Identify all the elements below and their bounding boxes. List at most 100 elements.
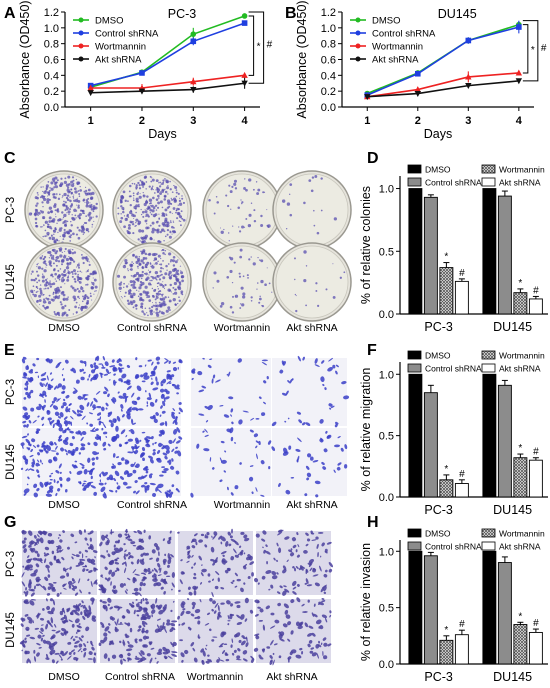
colony xyxy=(67,186,70,189)
colony xyxy=(131,210,133,213)
colony xyxy=(67,270,69,272)
plate-well xyxy=(275,173,349,247)
colony xyxy=(75,178,77,181)
stained-cell xyxy=(108,489,114,493)
bar-control-shrna xyxy=(423,555,438,665)
legend-label-wortmannin: Wortmannin xyxy=(499,165,545,175)
stained-cell xyxy=(193,562,196,566)
stained-cell xyxy=(49,403,54,408)
stained-cell xyxy=(54,623,57,628)
colony xyxy=(233,182,237,186)
series-line-akt-shrna xyxy=(367,80,519,98)
stained-cell xyxy=(171,458,174,462)
stained-cell xyxy=(278,529,284,533)
stained-cell xyxy=(37,375,40,379)
stained-cell xyxy=(30,448,33,453)
stained-cell xyxy=(24,637,27,641)
colony xyxy=(50,181,54,185)
colony xyxy=(85,200,90,205)
stained-cell xyxy=(311,612,315,617)
row-label-pc3: PC-3 xyxy=(5,551,17,577)
stained-cell xyxy=(149,458,154,464)
stained-cell xyxy=(306,584,313,587)
stained-cell xyxy=(267,440,272,445)
plate-well xyxy=(275,245,349,319)
stained-cell xyxy=(37,634,42,639)
stained-cell xyxy=(116,456,120,459)
stained-cell xyxy=(84,549,89,553)
colony xyxy=(155,303,157,305)
stained-cell xyxy=(91,427,96,432)
colony xyxy=(178,220,181,222)
stained-cell xyxy=(306,472,312,478)
stained-cell xyxy=(55,492,58,497)
colony xyxy=(145,266,148,269)
colony xyxy=(37,262,39,264)
stained-cell xyxy=(330,405,335,409)
stained-cell xyxy=(244,618,248,622)
stained-cell xyxy=(193,657,198,663)
colony xyxy=(247,276,249,279)
colony xyxy=(94,206,98,210)
colony xyxy=(165,219,168,222)
bar-akt-shrna xyxy=(528,459,543,498)
bar-control-shrna xyxy=(497,384,512,498)
stained-cell xyxy=(212,534,217,540)
data-point-akt-shrna xyxy=(138,88,146,95)
significance-bracket xyxy=(248,11,265,84)
plate-well xyxy=(205,173,279,247)
stained-cell xyxy=(242,565,247,570)
colony xyxy=(66,262,69,265)
stained-cell xyxy=(105,402,109,407)
stained-cell xyxy=(61,385,66,390)
colony xyxy=(151,294,155,298)
stained-cell xyxy=(81,600,84,604)
colony xyxy=(244,178,246,180)
stained-cell xyxy=(127,622,131,627)
colony xyxy=(65,266,70,270)
stained-cell xyxy=(108,623,111,626)
colony xyxy=(177,285,181,289)
stained-cell xyxy=(144,568,147,571)
colony xyxy=(67,175,71,179)
colony xyxy=(248,213,252,217)
stained-cell xyxy=(78,643,83,648)
culture-plate xyxy=(24,170,104,250)
stained-cell xyxy=(146,436,152,440)
stained-cell xyxy=(40,377,47,381)
colony xyxy=(84,201,86,203)
legend-label-control-shrna: Control shRNA xyxy=(95,29,159,40)
stained-cell xyxy=(106,476,110,481)
colony xyxy=(154,213,158,217)
stained-cell xyxy=(85,362,87,367)
stained-cell xyxy=(296,411,302,415)
colony xyxy=(332,295,336,299)
stained-cell xyxy=(335,421,339,425)
stained-cell xyxy=(82,482,86,485)
stained-cell xyxy=(37,474,40,477)
colony xyxy=(147,269,150,271)
colony xyxy=(63,192,67,197)
stained-cell xyxy=(122,395,129,399)
colony xyxy=(72,260,76,263)
stained-cell xyxy=(230,436,234,442)
colony xyxy=(135,218,139,222)
stained-cell xyxy=(95,456,99,460)
colony xyxy=(172,221,175,223)
stained-cell xyxy=(23,492,27,496)
stained-cell xyxy=(285,390,289,396)
stained-cell xyxy=(225,658,230,662)
stained-cell xyxy=(105,407,108,410)
stained-cell xyxy=(128,430,131,432)
colony xyxy=(63,254,66,257)
colony xyxy=(156,274,160,278)
stained-cell xyxy=(234,442,237,444)
stained-cell xyxy=(308,625,314,629)
stained-cell xyxy=(228,396,234,400)
stained-cell xyxy=(109,606,113,610)
stained-cell xyxy=(124,461,129,465)
stained-cell xyxy=(307,643,311,648)
data-point-dmso xyxy=(190,31,197,37)
colony xyxy=(70,224,73,227)
stained-cell xyxy=(67,420,72,425)
